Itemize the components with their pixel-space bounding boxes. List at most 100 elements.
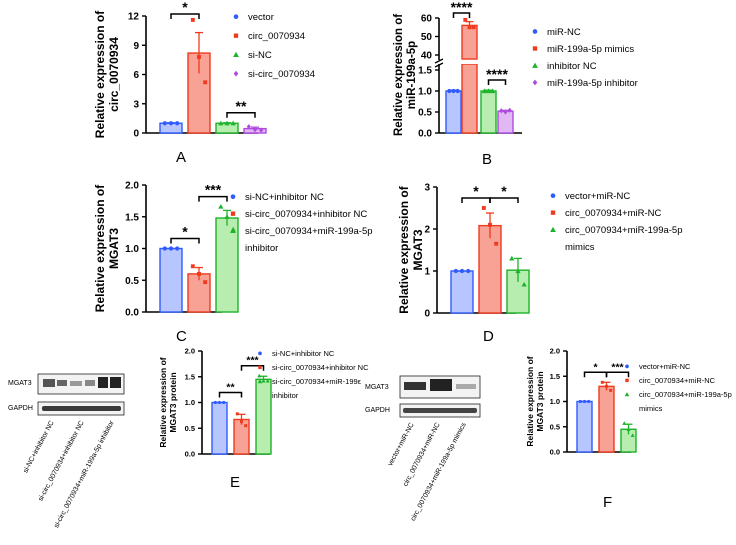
- bar-vector+miR-NC: [576, 400, 593, 453]
- legend-marker: [625, 378, 629, 383]
- legend-marker: [233, 14, 239, 19]
- data-point: [257, 373, 262, 378]
- panel-label-b: B: [482, 151, 492, 168]
- significance-label: ***: [205, 182, 222, 198]
- chart-panel-e: 0.0 0.5 1.0 1.5 2.0 Relative expression ofMGA…: [158, 347, 369, 491]
- panel-label-f: F: [603, 494, 612, 511]
- y-tick-label: 1.0: [125, 244, 139, 255]
- y-tick-label: 2: [424, 225, 430, 236]
- legend-label: miR-NC: [547, 27, 581, 38]
- legend-label: miR-199a-5p mimics: [547, 44, 634, 55]
- significance-label: *: [182, 0, 188, 15]
- legend-label: vector: [248, 12, 274, 23]
- bar-si-circ_0070934+miR-199a-5p inhibitor: [255, 378, 272, 455]
- y-axis-title: Relative expression ofMGAT3 protein: [525, 356, 545, 446]
- panel-label-d: D: [483, 328, 494, 345]
- y-tick-label: 50: [421, 32, 433, 43]
- legend-label: vector+miR-NC: [639, 362, 691, 371]
- y-axis-title-line-1: Relative expression of: [93, 10, 107, 138]
- y-axis-title: Relative expression ofmiR-199a-5p: [393, 14, 418, 136]
- y-tick-label: 9: [133, 41, 139, 52]
- y-tick-label: 0.0: [125, 308, 139, 319]
- legend-label: vector+miR-NC: [565, 191, 630, 202]
- legend-marker: [230, 194, 236, 199]
- blot-f-row-label-mgat3: MGAT3: [365, 384, 389, 391]
- y-tick-label: 0.5: [125, 276, 139, 287]
- legend-label: circ_0070934+miR-199a-5p: [565, 225, 683, 236]
- legend-label: circ_0070934: [248, 31, 305, 42]
- legend-marker: [532, 29, 538, 34]
- significance-label: *: [473, 183, 479, 199]
- data-point: [471, 25, 476, 30]
- bar-circ_0070934+miR-NC: [478, 224, 502, 314]
- data-point: [175, 246, 180, 251]
- significance-bracket: [170, 13, 200, 19]
- blot-f-mgat3-band-3: [456, 384, 476, 389]
- y-axis-title-line-1: Relative expression of: [158, 357, 168, 447]
- y-tick-label: 12: [128, 12, 140, 23]
- data-point: [507, 107, 512, 113]
- legend-marker: [550, 193, 556, 198]
- data-point: [463, 17, 468, 22]
- blot-e-mgat3-band-3: [70, 381, 82, 386]
- y-tick-label: 1: [424, 267, 430, 278]
- bar-si-NC+inhibitor NC: [211, 401, 228, 455]
- data-point: [499, 108, 504, 114]
- significance-bracket: [170, 237, 200, 244]
- legend-marker: [258, 351, 262, 356]
- blot-e-mgat3-band-2: [57, 380, 67, 386]
- y-axis-title-line-2: MGAT3: [411, 229, 425, 270]
- y-tick-label: 1.5: [418, 66, 432, 77]
- data-point: [466, 268, 471, 274]
- significance-label: ***: [246, 355, 259, 367]
- blot-e-mgat3-band-5: [98, 377, 108, 388]
- data-point: [203, 80, 208, 85]
- legend-label: si-circ_0070934+miR-199ε: [272, 377, 362, 386]
- legend-label: inhibitor: [245, 243, 278, 254]
- y-tick-label: 2.0: [550, 347, 560, 356]
- legend-label: si-circ_0070934+inhibitor NC: [245, 209, 367, 220]
- bar-si-NC+inhibitor NC: [159, 247, 183, 313]
- chart-panel-f: 0.0 0.5 1.0 1.5 2.0 Relative expression ofMGA…: [525, 347, 732, 511]
- data-point: [162, 121, 167, 126]
- y-tick-label: 60: [421, 14, 433, 25]
- y-axis-title: Relative expression ofMGAT3: [397, 185, 425, 313]
- axis-break-mark: [434, 58, 444, 64]
- legend-label: circ_0070934+miR-199a-5p: [639, 390, 732, 399]
- data-point: [218, 120, 224, 126]
- data-point: [630, 433, 635, 437]
- significance-bracket: [240, 364, 265, 371]
- data-point: [582, 399, 587, 404]
- data-point: [224, 120, 230, 126]
- data-point: [222, 400, 226, 405]
- blot-f-mgat3-band-2: [430, 379, 452, 391]
- data-point: [447, 88, 452, 94]
- data-point: [235, 412, 239, 416]
- y-tick-label: 2.0: [185, 347, 195, 356]
- y-tick-label: 2.0: [125, 181, 139, 192]
- legend-marker: [233, 33, 239, 38]
- y-tick-label: 0.5: [550, 422, 560, 431]
- data-point: [455, 88, 460, 94]
- y-axis-title-line-1: Relative expression of: [397, 185, 411, 313]
- y-tick-label: 3: [424, 183, 430, 194]
- bar-circ_0070934+miR-NC: [598, 385, 615, 453]
- legend-marker: [257, 379, 263, 384]
- legend-label: circ_0070934+miR-NC: [565, 208, 661, 219]
- y-axis-title-line-2: circ_0070934: [107, 37, 121, 112]
- legend-marker: [230, 227, 236, 233]
- blot-e-gapdh-band: [42, 406, 121, 411]
- blot-e-lane-label-1: si-NC+inhibitor NC: [22, 420, 55, 475]
- bar-miR-199a-5p mimics-upper: [461, 24, 478, 60]
- data-point: [246, 124, 251, 130]
- significance-label: ****: [451, 0, 473, 15]
- y-tick-label: 1.0: [418, 87, 432, 98]
- y-tick-label: 6: [133, 70, 139, 81]
- y-axis-title: Relative expression ofcirc_0070934: [93, 10, 121, 138]
- data-point: [626, 427, 631, 431]
- data-point: [168, 246, 174, 251]
- y-axis-title: Relative expression ofMGAT3: [93, 184, 121, 312]
- y-tick-label: 1.0: [185, 398, 195, 407]
- legend-marker: [233, 70, 239, 77]
- data-point: [218, 203, 224, 209]
